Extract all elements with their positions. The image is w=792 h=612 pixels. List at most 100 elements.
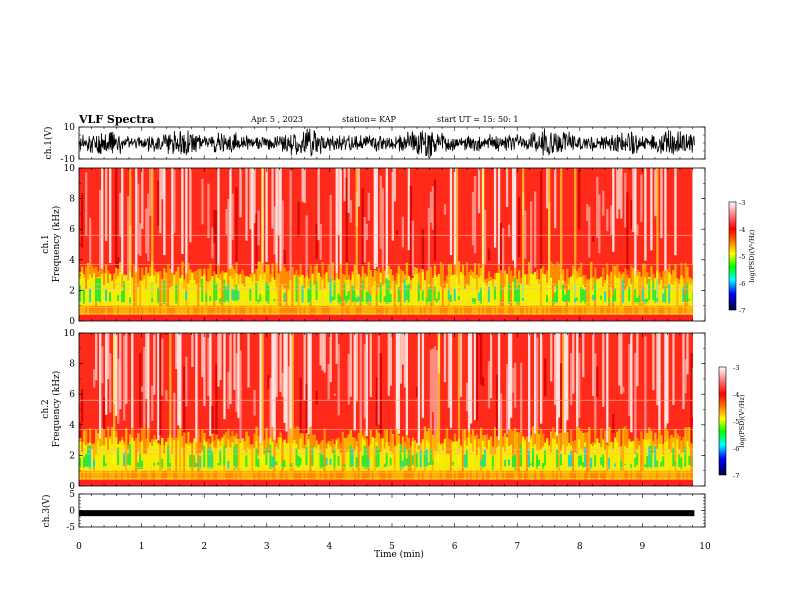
- ch2-spectrogram-column: [389, 333, 392, 386]
- ch1-spectrogram-column: [109, 168, 112, 264]
- ch1-spectrogram-column: [385, 168, 388, 309]
- ch1-spectrogram-yellowband: [550, 277, 553, 306]
- ch1-spectrogram-yellowband: [287, 289, 290, 306]
- ch2-spectrogram-greenband: [123, 452, 126, 466]
- ch2-spectrogram-yellowband: [656, 448, 659, 471]
- ch1-spectrogram-column: [493, 168, 497, 248]
- ch2-spectrogram-yellowband: [530, 439, 533, 471]
- ch1-spectrogram-yellowband: [105, 273, 108, 306]
- ch2-spectrogram-yellowband: [612, 448, 615, 471]
- ch1-spectrogram-yellowband: [147, 276, 150, 306]
- ch2-spectrogram-column: [507, 333, 511, 442]
- ch2-spectrogram-column: [497, 333, 501, 452]
- ch2-spectrogram-yellowband: [455, 441, 459, 471]
- ch1-spectrogram-lowband: [425, 270, 429, 315]
- ch2-spectrogram-column: [235, 353, 238, 412]
- ch1-spectrogram-yellowband: [570, 276, 573, 306]
- ch2-spectrogram-column: [431, 348, 435, 412]
- ch2-spectrogram-lowband: [175, 437, 178, 480]
- ch2-spectrogram-column: [215, 363, 218, 457]
- ch1-spectrogram-greenband: [231, 289, 234, 301]
- ch1-spectrogram-yellowband: [532, 274, 535, 306]
- ch2-spectrogram-greenband: [411, 455, 415, 466]
- ch2-spectrogram-greenband: [257, 458, 260, 468]
- ch1-waveform-ytick-label: -10: [61, 155, 76, 165]
- ch1-spectrogram-yellowband: [155, 283, 158, 306]
- ch2-spectrogram-greenband: [193, 455, 196, 469]
- ch1-spectrogram-lowband: [135, 272, 138, 315]
- ch1-spectrogram-yellowband: [371, 286, 374, 306]
- ch2-spectrogram-yellowband: [566, 446, 569, 471]
- ch2-spectrogram-greenband: [195, 462, 198, 467]
- ch2-spectrogram-yellowband: [145, 453, 148, 471]
- ch1-spectrogram-column: [255, 213, 258, 291]
- ch1-spectrogram-yellowband: [610, 287, 613, 306]
- ch2-spectrogram-greenband: [503, 459, 507, 467]
- ch2-spectrogram-greenband: [375, 445, 378, 468]
- ch2-spectrogram-column: [421, 333, 425, 418]
- ch1-spectrogram-yellowband: [646, 284, 649, 306]
- ch2-spectrogram-greenband: [660, 461, 663, 467]
- ch1-spectrogram-yellowband: [327, 282, 330, 306]
- ch2-spectrogram-greenband: [129, 444, 132, 466]
- ch2-spectrogram-yellowband: [313, 447, 316, 471]
- ch1-spectrogram-greenband: [357, 296, 360, 302]
- ch1-spectrogram-greenband: [223, 279, 226, 303]
- ch1-spectrogram-yellowband: [247, 276, 250, 306]
- ch1-spectrogram-greenband: [493, 286, 497, 300]
- ch1-spectrogram-ylabel: Frequency (kHz): [51, 206, 62, 283]
- ch2-spectrogram-greenband: [544, 450, 547, 466]
- ch2-spectrogram-greenband: [636, 452, 639, 465]
- ch1-spectrogram-yellowband: [542, 273, 545, 306]
- ch1-spectrogram-column: [139, 223, 142, 256]
- ch1-spectrogram-column: [505, 168, 509, 207]
- ch2-spectrogram-column: [630, 333, 633, 433]
- ch1-spectrogram-lowband: [165, 272, 168, 315]
- ch1-spectrogram-lowband: [441, 264, 445, 315]
- ch1-spectrogram-greenband: [175, 283, 178, 304]
- ch2-spectrogram-lowband: [373, 438, 376, 480]
- ch2-spectrogram-yellowband: [626, 448, 629, 471]
- ch2-spectrogram-column: [267, 375, 270, 389]
- ch1-spectrogram-event: [548, 168, 551, 299]
- ch2-spectrogram-yellowband: [315, 448, 318, 471]
- ch1-spectrogram-column: [578, 169, 581, 230]
- ch2-spectrogram-yellowband: [283, 439, 286, 471]
- ch2-spectrogram-yellowband: [501, 446, 505, 471]
- ch2-spectrogram-column: [403, 333, 407, 388]
- ch2-spectrogram-yellowband: [638, 445, 641, 471]
- time-tick-label: 2: [201, 542, 207, 552]
- ch1-spectrogram-greenband: [249, 288, 252, 301]
- ch1-spectrogram-yellowband: [117, 276, 120, 306]
- ch2-spectrogram-yellowband: [137, 451, 140, 471]
- ch2-spectrogram-column: [273, 333, 276, 445]
- ch2-spectrogram-column: [99, 333, 102, 441]
- ch1-spectrogram-column: [357, 168, 360, 207]
- ch2-spectrogram-yellowband: [670, 452, 673, 471]
- ch1-spectrogram-yellowband: [624, 290, 627, 306]
- ch1-spectrogram-yellowband: [419, 290, 423, 306]
- ch2-spectrogram-yellowband: [339, 452, 342, 471]
- ch2-spectrogram-greenband: [289, 463, 292, 467]
- ch2-spectrogram-yellowband: [477, 447, 481, 471]
- ch1-spectrogram-yellowband: [465, 284, 469, 306]
- ch2-spectrogram-yellowband: [101, 445, 104, 471]
- ch2-spectrogram-yellowband: [147, 448, 150, 471]
- ch2-spectrogram-greenband: [217, 463, 220, 466]
- ch2-spectrogram-yellowband: [487, 439, 491, 471]
- ch1-spectrogram-greenband: [594, 281, 597, 300]
- ch2-spectrogram-yellowband: [596, 438, 599, 471]
- ch1-spectrogram-lowband: [139, 280, 142, 315]
- ch2-spectrogram-column: [576, 333, 579, 451]
- ch1-spectrogram-column: [586, 204, 589, 221]
- ch2-spectrogram-yellowband: [201, 451, 204, 471]
- ch2-spectrogram-yellowband: [489, 454, 493, 471]
- ch2-spectrogram-image: [79, 333, 693, 486]
- ch2-spectrogram-lowband: [343, 437, 346, 480]
- ch1-colorbar-tick: -5: [739, 253, 745, 261]
- ch1-spectrogram-event: [151, 168, 154, 299]
- ch2-spectrogram-column: [125, 333, 128, 404]
- ch2-spectrogram-greenband: [590, 457, 593, 469]
- ch1-spectrogram-greenband: [453, 288, 457, 302]
- ch2-spectrogram-yellowband: [652, 453, 655, 471]
